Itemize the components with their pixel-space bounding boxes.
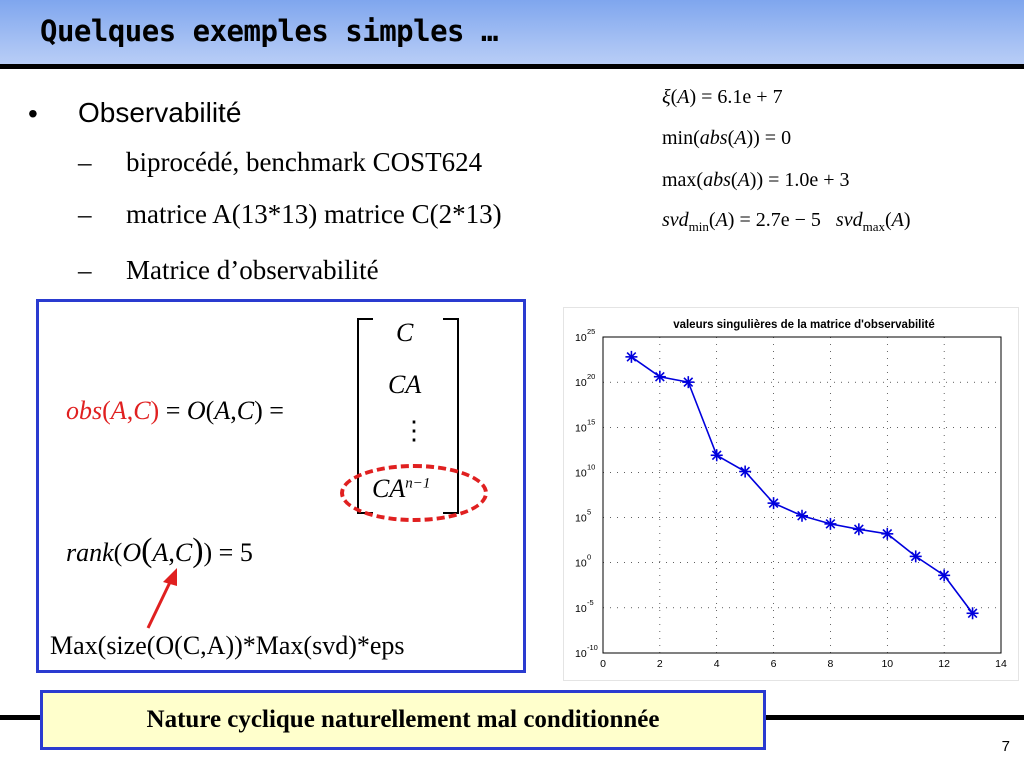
sub-item-text: biprocédé, benchmark COST624: [126, 147, 483, 177]
y-tick-label: 10: [575, 422, 587, 434]
svd-min-value: 2.7e − 5: [755, 209, 821, 231]
y-tick-label: 10: [575, 467, 587, 479]
slide-title: Quelques exemples simples …: [40, 14, 498, 48]
data-point: [909, 550, 922, 563]
chart-title: valeurs singulières de la matrice d'obse…: [673, 319, 935, 331]
sub-dash: –: [78, 147, 92, 177]
data-point: [710, 449, 723, 462]
page-number: 7: [1001, 738, 1010, 755]
matrix-row-c: C: [396, 318, 414, 347]
data-point: [966, 607, 979, 620]
min-value: 0: [781, 127, 792, 149]
y-tick-exponent: 10: [587, 462, 595, 471]
y-tick-exponent: 15: [587, 417, 595, 426]
matrix-row-ca: CA: [388, 370, 422, 399]
data-point: [881, 527, 894, 540]
rank-value: 5: [239, 538, 253, 567]
x-tick-label: 4: [714, 658, 720, 670]
highlight-ellipse: [340, 464, 488, 522]
data-point: [653, 370, 666, 383]
y-tick-label: 10: [575, 332, 587, 344]
y-tick-exponent: 25: [587, 327, 595, 336]
max-size-expression: Max(size(O(C,A))*Max(svd)*eps: [50, 631, 405, 660]
sub-dash: –: [78, 199, 92, 229]
sub-item-text: Matrice d’observabilité: [126, 255, 379, 285]
x-tick-label: 14: [995, 658, 1007, 670]
y-tick-exponent: 5: [587, 508, 591, 517]
data-point: [682, 376, 695, 389]
singular-values-chart: valeurs singulières de la matrice d'obse…: [563, 307, 1019, 681]
header-rule: [0, 64, 1024, 69]
y-tick-label: 10: [575, 558, 587, 570]
bullet-observabilite: Observabilité: [78, 97, 242, 128]
x-tick-label: 6: [771, 658, 777, 670]
x-tick-label: 8: [828, 658, 834, 670]
data-point: [739, 465, 752, 478]
xi-value: 6.1e + 7: [717, 86, 783, 108]
footer-rule-left: [0, 715, 40, 720]
y-tick-label: 10: [575, 603, 587, 615]
y-tick-exponent: 20: [587, 372, 595, 381]
data-point: [938, 569, 951, 582]
matrix-vdots: ⋮: [401, 416, 427, 445]
x-tick-label: 10: [881, 658, 893, 670]
rank-equation: rank(O(A,C)) = 5: [66, 532, 253, 569]
x-tick-label: 2: [657, 658, 663, 670]
data-point: [796, 509, 808, 522]
y-tick-exponent: 0: [587, 553, 591, 562]
x-tick-label: 0: [600, 658, 606, 670]
x-tick-label: 12: [938, 658, 950, 670]
sub-item-text: matrice A(13*13) matrice C(2*13): [126, 199, 502, 229]
formula-svd: svdmin(A) = 2.7e − 5 svdmax(A): [662, 209, 911, 234]
bullet-dot: •: [28, 98, 38, 129]
data-point: [625, 350, 638, 363]
sub-item: – matrice A(13*13) matrice C(2*13): [78, 199, 502, 230]
sub-item: – Matrice d’observabilité: [78, 255, 379, 286]
sub-item: – biprocédé, benchmark COST624: [78, 147, 482, 178]
obs-equation: obs(A,C) = O(A,C) =: [66, 396, 284, 425]
y-tick-label: 10: [575, 377, 587, 389]
y-tick-label: 10: [575, 513, 587, 525]
data-point: [767, 497, 780, 510]
plot-area: [602, 336, 1002, 654]
y-tick-label: 10: [575, 648, 587, 660]
data-point: [824, 517, 837, 530]
slide-header: [0, 0, 1024, 64]
formula-max: max(abs(A)) = 1.0e + 3: [662, 169, 850, 191]
formula-min: min(abs(A)) = 0: [662, 127, 792, 149]
conclusion-box: Nature cyclique naturellement mal condit…: [40, 690, 766, 750]
formula-xi: ξ(A) = 6.1e + 7: [662, 86, 783, 108]
sub-dash: –: [78, 255, 92, 285]
y-tick-exponent: -10: [587, 643, 598, 652]
data-point: [852, 523, 865, 536]
footer-rule-right: [766, 715, 1024, 720]
y-tick-exponent: -5: [587, 598, 594, 607]
chart-svg: valeurs singulières de la matrice d'obse…: [575, 319, 1007, 670]
max-value: 1.0e + 3: [784, 169, 850, 191]
